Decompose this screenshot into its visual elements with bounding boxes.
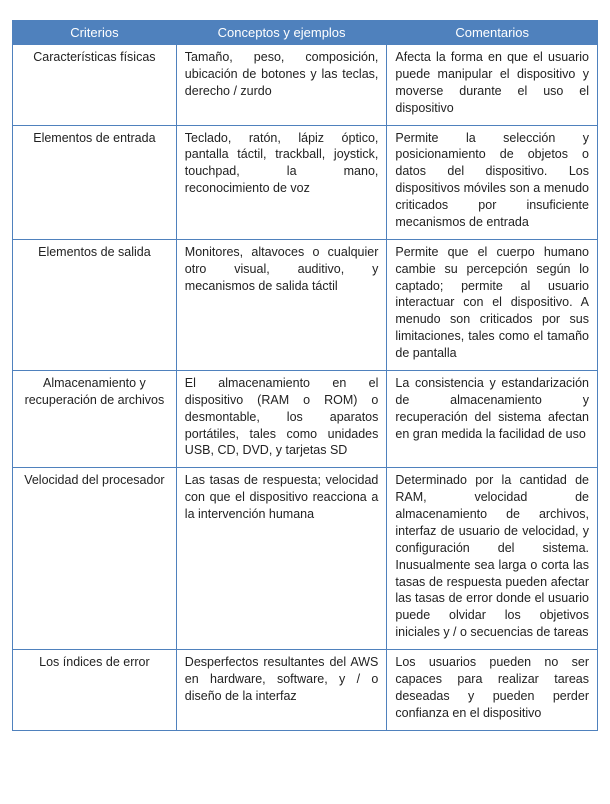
cell-conceptos: Las tasas de respuesta; velocidad con qu…: [176, 468, 387, 650]
cell-comentarios: La consistencia y estandarización de alm…: [387, 370, 598, 467]
cell-conceptos: Monitores, altavoces o cualquier otro vi…: [176, 239, 387, 370]
cell-conceptos: Teclado, ratón, lápiz óptico, pantalla t…: [176, 125, 387, 239]
cell-conceptos: El almacenamiento en el dispositivo (RAM…: [176, 370, 387, 467]
table-row: Elementos de entrada Teclado, ratón, láp…: [13, 125, 598, 239]
cell-comentarios: Permite que el cuerpo humano cambie su p…: [387, 239, 598, 370]
header-conceptos: Conceptos y ejemplos: [176, 21, 387, 45]
cell-comentarios: Afecta la forma en que el usuario puede …: [387, 45, 598, 126]
cell-criterio: Características físicas: [13, 45, 177, 126]
cell-conceptos: Tamaño, peso, composición, ubicación de …: [176, 45, 387, 126]
cell-comentarios: Los usuarios pueden no ser capaces para …: [387, 650, 598, 731]
cell-criterio: Los índices de error: [13, 650, 177, 731]
table-row: Características físicas Tamaño, peso, co…: [13, 45, 598, 126]
header-criterios: Criterios: [13, 21, 177, 45]
table-header-row: Criterios Conceptos y ejemplos Comentari…: [13, 21, 598, 45]
cell-criterio: Velocidad del procesador: [13, 468, 177, 650]
cell-comentarios: Permite la selección y posicionamiento d…: [387, 125, 598, 239]
header-comentarios: Comentarios: [387, 21, 598, 45]
cell-criterio: Elementos de salida: [13, 239, 177, 370]
table-row: Almacenamiento y recuperación de archivo…: [13, 370, 598, 467]
table-row: Velocidad del procesador Las tasas de re…: [13, 468, 598, 650]
table-row: Elementos de salida Monitores, altavoces…: [13, 239, 598, 370]
table-row: Los índices de error Desperfectos result…: [13, 650, 598, 731]
cell-criterio: Almacenamiento y recuperación de archivo…: [13, 370, 177, 467]
cell-criterio: Elementos de entrada: [13, 125, 177, 239]
cell-conceptos: Desperfectos resultantes del AWS en hard…: [176, 650, 387, 731]
criteria-table: Criterios Conceptos y ejemplos Comentari…: [12, 20, 598, 731]
cell-comentarios: Determinado por la cantidad de RAM, velo…: [387, 468, 598, 650]
